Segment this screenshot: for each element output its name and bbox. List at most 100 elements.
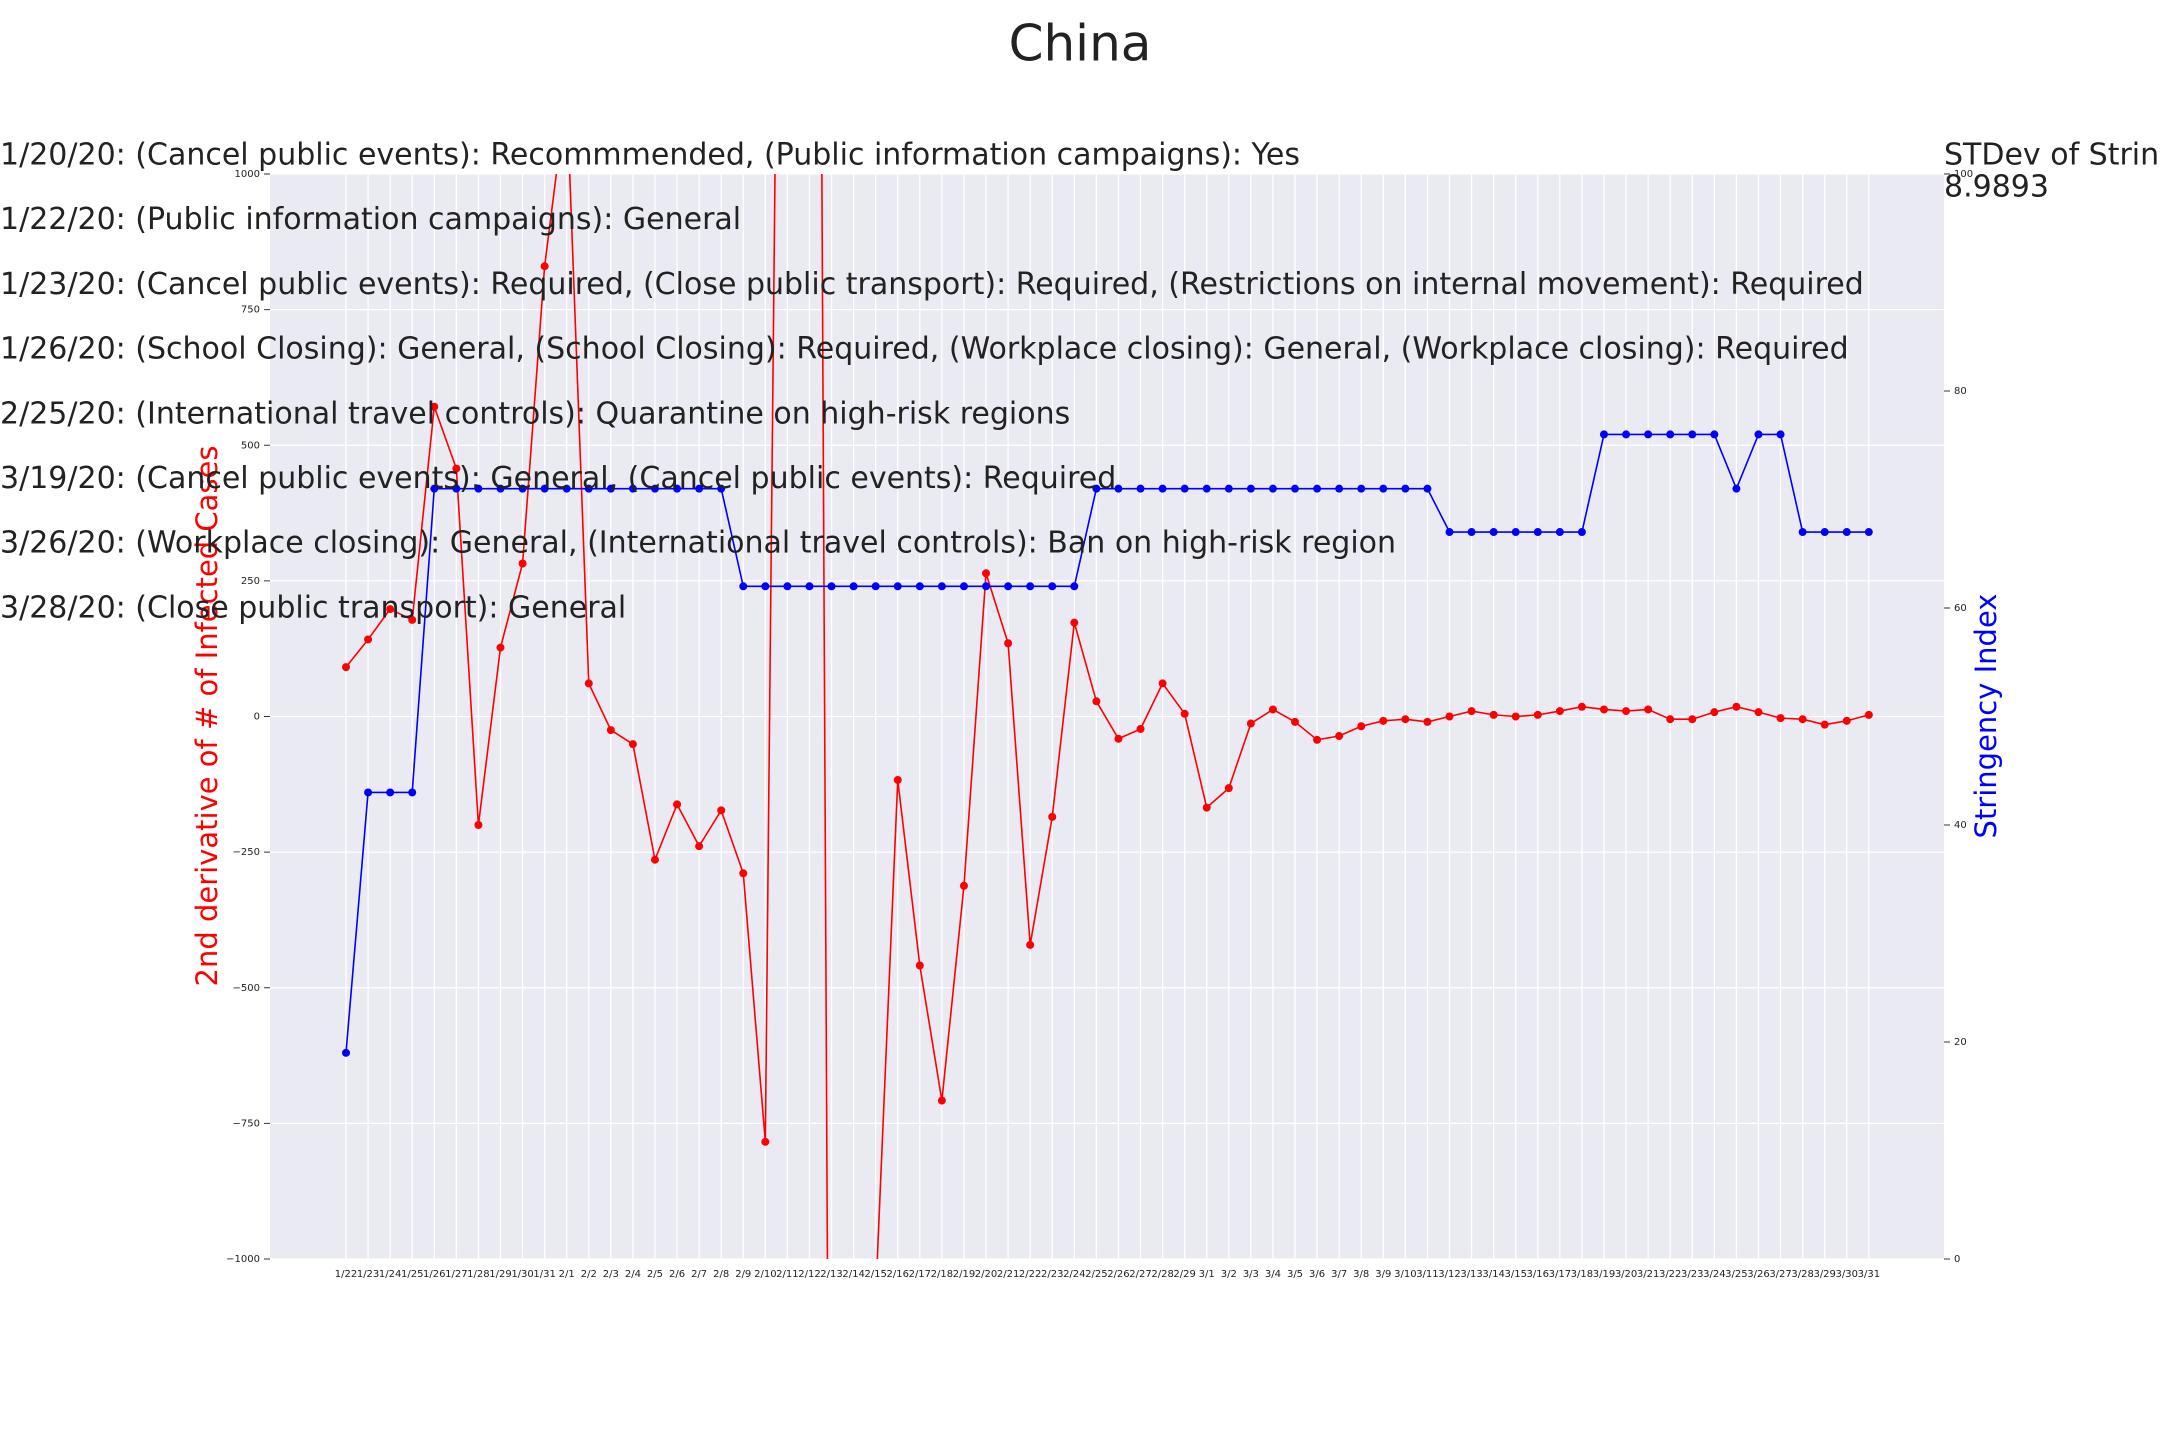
point xyxy=(540,262,549,271)
point xyxy=(474,484,483,493)
x-tick-label: 3/22 xyxy=(1659,1269,1681,1280)
point xyxy=(1070,618,1079,627)
point xyxy=(386,788,395,797)
x-tick-label: 2/24 xyxy=(1063,1269,1085,1280)
point xyxy=(1688,715,1697,724)
annotation: 1/23/20: (Cancel public events): Require… xyxy=(0,267,1864,302)
point xyxy=(1335,484,1344,493)
x-tick-label: 2/11 xyxy=(776,1269,798,1280)
point xyxy=(1379,716,1388,725)
x-tick-label: 3/31 xyxy=(1858,1269,1880,1280)
point xyxy=(739,582,748,591)
x-tick-label: 2/20 xyxy=(975,1269,997,1280)
y-tick-label: 750 xyxy=(241,305,260,316)
x-tick-label: 2/13 xyxy=(820,1269,842,1280)
point xyxy=(1313,735,1322,744)
stdev-value: 8.9893 xyxy=(1944,170,2049,205)
x-tick-label: 3/16 xyxy=(1527,1269,1549,1280)
x-tick-label: 2/21 xyxy=(997,1269,1019,1280)
point xyxy=(342,663,350,672)
x-tick-label: 2/25 xyxy=(1085,1269,1107,1280)
point xyxy=(1136,724,1145,733)
point xyxy=(1048,812,1057,821)
x-tick-label: 1/23 xyxy=(357,1269,379,1280)
x-tick-label: 1/28 xyxy=(467,1269,489,1280)
point xyxy=(1599,705,1608,714)
x-tick-label: 3/20 xyxy=(1615,1269,1637,1280)
point xyxy=(982,569,991,578)
point xyxy=(1798,715,1807,724)
x-tick-label: 3/12 xyxy=(1438,1269,1460,1280)
x-tick-label: 3/25 xyxy=(1725,1269,1747,1280)
point xyxy=(562,484,571,493)
y2-tick-label: 60 xyxy=(1954,603,1967,614)
point xyxy=(496,643,505,652)
x-tick-label: 3/26 xyxy=(1747,1269,1769,1280)
y-tick-label: −250 xyxy=(233,847,260,858)
point xyxy=(1599,430,1608,439)
point xyxy=(540,484,549,493)
x-tick-label: 3/2 xyxy=(1221,1269,1237,1280)
point xyxy=(1313,484,1322,493)
point xyxy=(827,582,836,591)
point xyxy=(1158,484,1167,493)
annotation: 1/26/20: (School Closing): General, (Sch… xyxy=(0,332,1849,367)
point xyxy=(1268,705,1277,714)
point xyxy=(1820,720,1829,729)
point xyxy=(1246,484,1255,493)
x-tick-label: 1/26 xyxy=(423,1269,445,1280)
point xyxy=(1379,484,1388,493)
point xyxy=(761,1137,770,1146)
x-tick-label: 2/1 xyxy=(559,1269,575,1280)
point xyxy=(1224,784,1233,793)
point xyxy=(1732,484,1741,493)
point xyxy=(1445,528,1454,537)
point xyxy=(452,484,461,493)
point xyxy=(1798,528,1807,537)
point xyxy=(452,464,461,473)
y-tick-label: 1000 xyxy=(235,169,260,180)
point xyxy=(584,679,593,688)
y2-tick-label: 80 xyxy=(1954,386,1967,397)
y-tick-label: 0 xyxy=(254,712,260,723)
point xyxy=(739,869,748,878)
annotation: 3/28/20: (Close public transport): Gener… xyxy=(0,590,626,625)
x-tick-label: 3/13 xyxy=(1460,1269,1482,1280)
point xyxy=(717,484,726,493)
point xyxy=(1401,484,1410,493)
point xyxy=(982,582,991,591)
x-tick-label: 2/7 xyxy=(691,1269,707,1280)
x-tick-label: 1/25 xyxy=(401,1269,423,1280)
point xyxy=(1622,707,1631,716)
point xyxy=(1092,697,1101,706)
x-tick-label: 2/19 xyxy=(953,1269,975,1280)
annotation: 3/26/20: (Workplace closing): General, (… xyxy=(0,526,1396,561)
point xyxy=(1180,484,1189,493)
x-tick-label: 2/27 xyxy=(1129,1269,1151,1280)
point xyxy=(1004,582,1013,591)
point xyxy=(650,484,659,493)
x-tick-label: 2/16 xyxy=(887,1269,909,1280)
point xyxy=(893,775,902,784)
point xyxy=(518,559,527,568)
point xyxy=(761,582,770,591)
x-tick-label: 3/8 xyxy=(1353,1269,1369,1280)
point xyxy=(1622,430,1631,439)
x-tick-label: 3/4 xyxy=(1265,1269,1281,1280)
point xyxy=(1246,719,1255,728)
x-tick-label: 1/30 xyxy=(511,1269,533,1280)
point xyxy=(430,484,439,493)
y-tick-label: −500 xyxy=(233,983,260,994)
x-tick-label: 3/30 xyxy=(1836,1269,1858,1280)
annotation: 1/20/20: (Cancel public events): Recommm… xyxy=(0,138,1300,173)
series-line xyxy=(345,433,1869,1053)
point xyxy=(408,788,417,797)
point xyxy=(937,1096,946,1105)
point xyxy=(1754,708,1763,717)
x-tick-label: 2/18 xyxy=(931,1269,953,1280)
point xyxy=(1136,484,1145,493)
point xyxy=(1423,484,1432,493)
x-tick-label: 3/3 xyxy=(1243,1269,1259,1280)
x-tick-label: 3/24 xyxy=(1703,1269,1725,1280)
point xyxy=(1114,484,1123,493)
